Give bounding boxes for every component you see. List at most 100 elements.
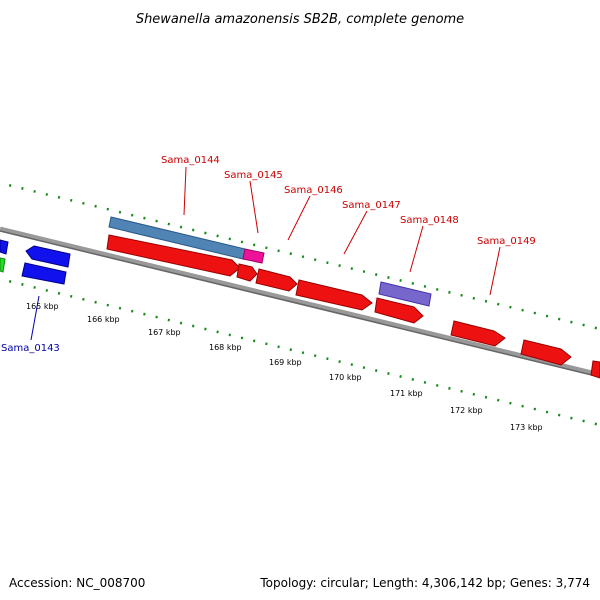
minor-tick	[387, 276, 390, 279]
minor-tick	[252, 339, 256, 343]
minor-tick	[484, 299, 488, 303]
gene-label-sama-0147[interactable]: Sama_0147	[342, 200, 401, 211]
minor-tick	[521, 308, 524, 312]
minor-tick	[582, 323, 585, 327]
gene-label-sama-0148[interactable]: Sama_0148	[400, 215, 459, 226]
minor-tick	[277, 249, 280, 253]
accession-text: Accession: NC_008700	[9, 576, 145, 590]
gene-arrow-unlabeled-2	[590, 360, 600, 379]
minor-tick	[423, 380, 427, 384]
minor-tick	[594, 422, 598, 426]
minor-tick	[289, 348, 293, 352]
gene-arrow-blue-left	[25, 245, 71, 268]
minor-tick	[21, 282, 24, 286]
scale-label: 172 kbp	[450, 406, 483, 415]
gene-sama-0147-arrow	[295, 279, 373, 311]
reverse-gene-track	[0, 239, 71, 285]
forward-gene-track	[106, 234, 600, 379]
minor-tick	[594, 326, 598, 330]
minor-tick	[545, 410, 549, 414]
feature-track	[108, 216, 432, 307]
minor-tick	[313, 354, 317, 358]
minor-tick	[179, 225, 183, 229]
minor-tick	[472, 296, 476, 300]
minor-tick	[106, 303, 110, 307]
minor-tick	[21, 186, 24, 190]
minor-tick	[557, 317, 561, 321]
gene-sama-0148-arrow	[374, 297, 424, 324]
minor-tick	[204, 327, 207, 331]
gene-label-sama-0149[interactable]: Sama_0149	[477, 236, 536, 247]
minor-tick	[326, 357, 329, 361]
minor-tick	[191, 324, 195, 328]
minor-tick	[521, 404, 524, 408]
minor-tick	[460, 389, 463, 393]
minor-tick	[374, 369, 378, 373]
scale-label: 173 kbp	[510, 423, 543, 432]
minor-tick	[167, 222, 171, 226]
minor-tick	[350, 267, 354, 271]
gene-label-sama-0143[interactable]: Sama_0143	[1, 343, 60, 354]
minor-tick	[448, 386, 451, 390]
minor-tick	[8, 280, 12, 283]
gene-sama-0144-arrow	[106, 234, 241, 277]
gene-label-sama-0144[interactable]: Sama_0144	[161, 155, 220, 166]
minor-tick	[204, 231, 207, 235]
minor-tick	[374, 273, 378, 277]
minor-tick	[557, 413, 561, 417]
minor-tick	[411, 281, 415, 285]
minor-tick	[570, 320, 573, 324]
minor-tick	[289, 252, 293, 256]
minor-tick	[570, 416, 573, 420]
minor-tick	[533, 407, 537, 411]
minor-tick	[33, 189, 36, 193]
scale-label: 171 kbp	[390, 389, 423, 398]
minor-tick	[313, 258, 317, 262]
minor-tick	[155, 315, 158, 319]
minor-tick	[301, 255, 305, 259]
minor-tick	[509, 401, 512, 405]
gene-labels: Sama_0143 Sama_0144 Sama_0145 Sama_0146 …	[1, 155, 536, 354]
ring-tick-marks	[8, 184, 598, 426]
minor-tick	[240, 240, 244, 244]
minor-tick	[362, 270, 366, 274]
minor-tick	[435, 287, 439, 291]
feature-bar-purple	[378, 281, 432, 307]
minor-tick	[216, 330, 219, 334]
minor-tick	[265, 342, 268, 346]
minor-tick	[130, 213, 134, 217]
minor-tick	[191, 228, 195, 232]
minor-tick	[448, 290, 451, 294]
minor-tick	[338, 360, 341, 364]
minor-tick	[82, 201, 85, 205]
minor-tick	[326, 261, 329, 265]
minor-tick	[8, 184, 12, 187]
minor-tick	[130, 309, 134, 313]
minor-tick	[118, 306, 122, 310]
minor-tick	[460, 293, 463, 297]
minor-tick	[423, 284, 427, 288]
minor-tick	[252, 243, 256, 247]
minor-tick	[265, 246, 268, 250]
minor-tick	[240, 336, 244, 340]
minor-tick	[484, 395, 488, 399]
minor-tick	[118, 210, 122, 214]
gene-arrow-unlabeled-1	[520, 339, 572, 366]
minor-tick	[167, 318, 171, 322]
minor-tick	[350, 363, 354, 367]
minor-tick	[45, 192, 49, 196]
gene-label-sama-0146[interactable]: Sama_0146	[284, 185, 343, 196]
map-title: Shewanella amazonensis SB2B, complete ge…	[136, 12, 464, 27]
minor-tick	[143, 216, 146, 220]
scale-labels: 165 kbp 166 kbp 167 kbp 168 kbp 169 kbp …	[26, 302, 543, 432]
minor-tick	[411, 377, 415, 381]
minor-tick	[399, 375, 402, 378]
minor-tick	[179, 321, 183, 325]
minor-tick	[533, 311, 537, 315]
gene-label-sama-0145[interactable]: Sama_0145	[224, 170, 283, 181]
gene-sama-0145-arrow	[236, 263, 258, 282]
minor-tick	[435, 383, 439, 387]
minor-tick	[362, 366, 366, 370]
minor-tick	[216, 234, 219, 238]
